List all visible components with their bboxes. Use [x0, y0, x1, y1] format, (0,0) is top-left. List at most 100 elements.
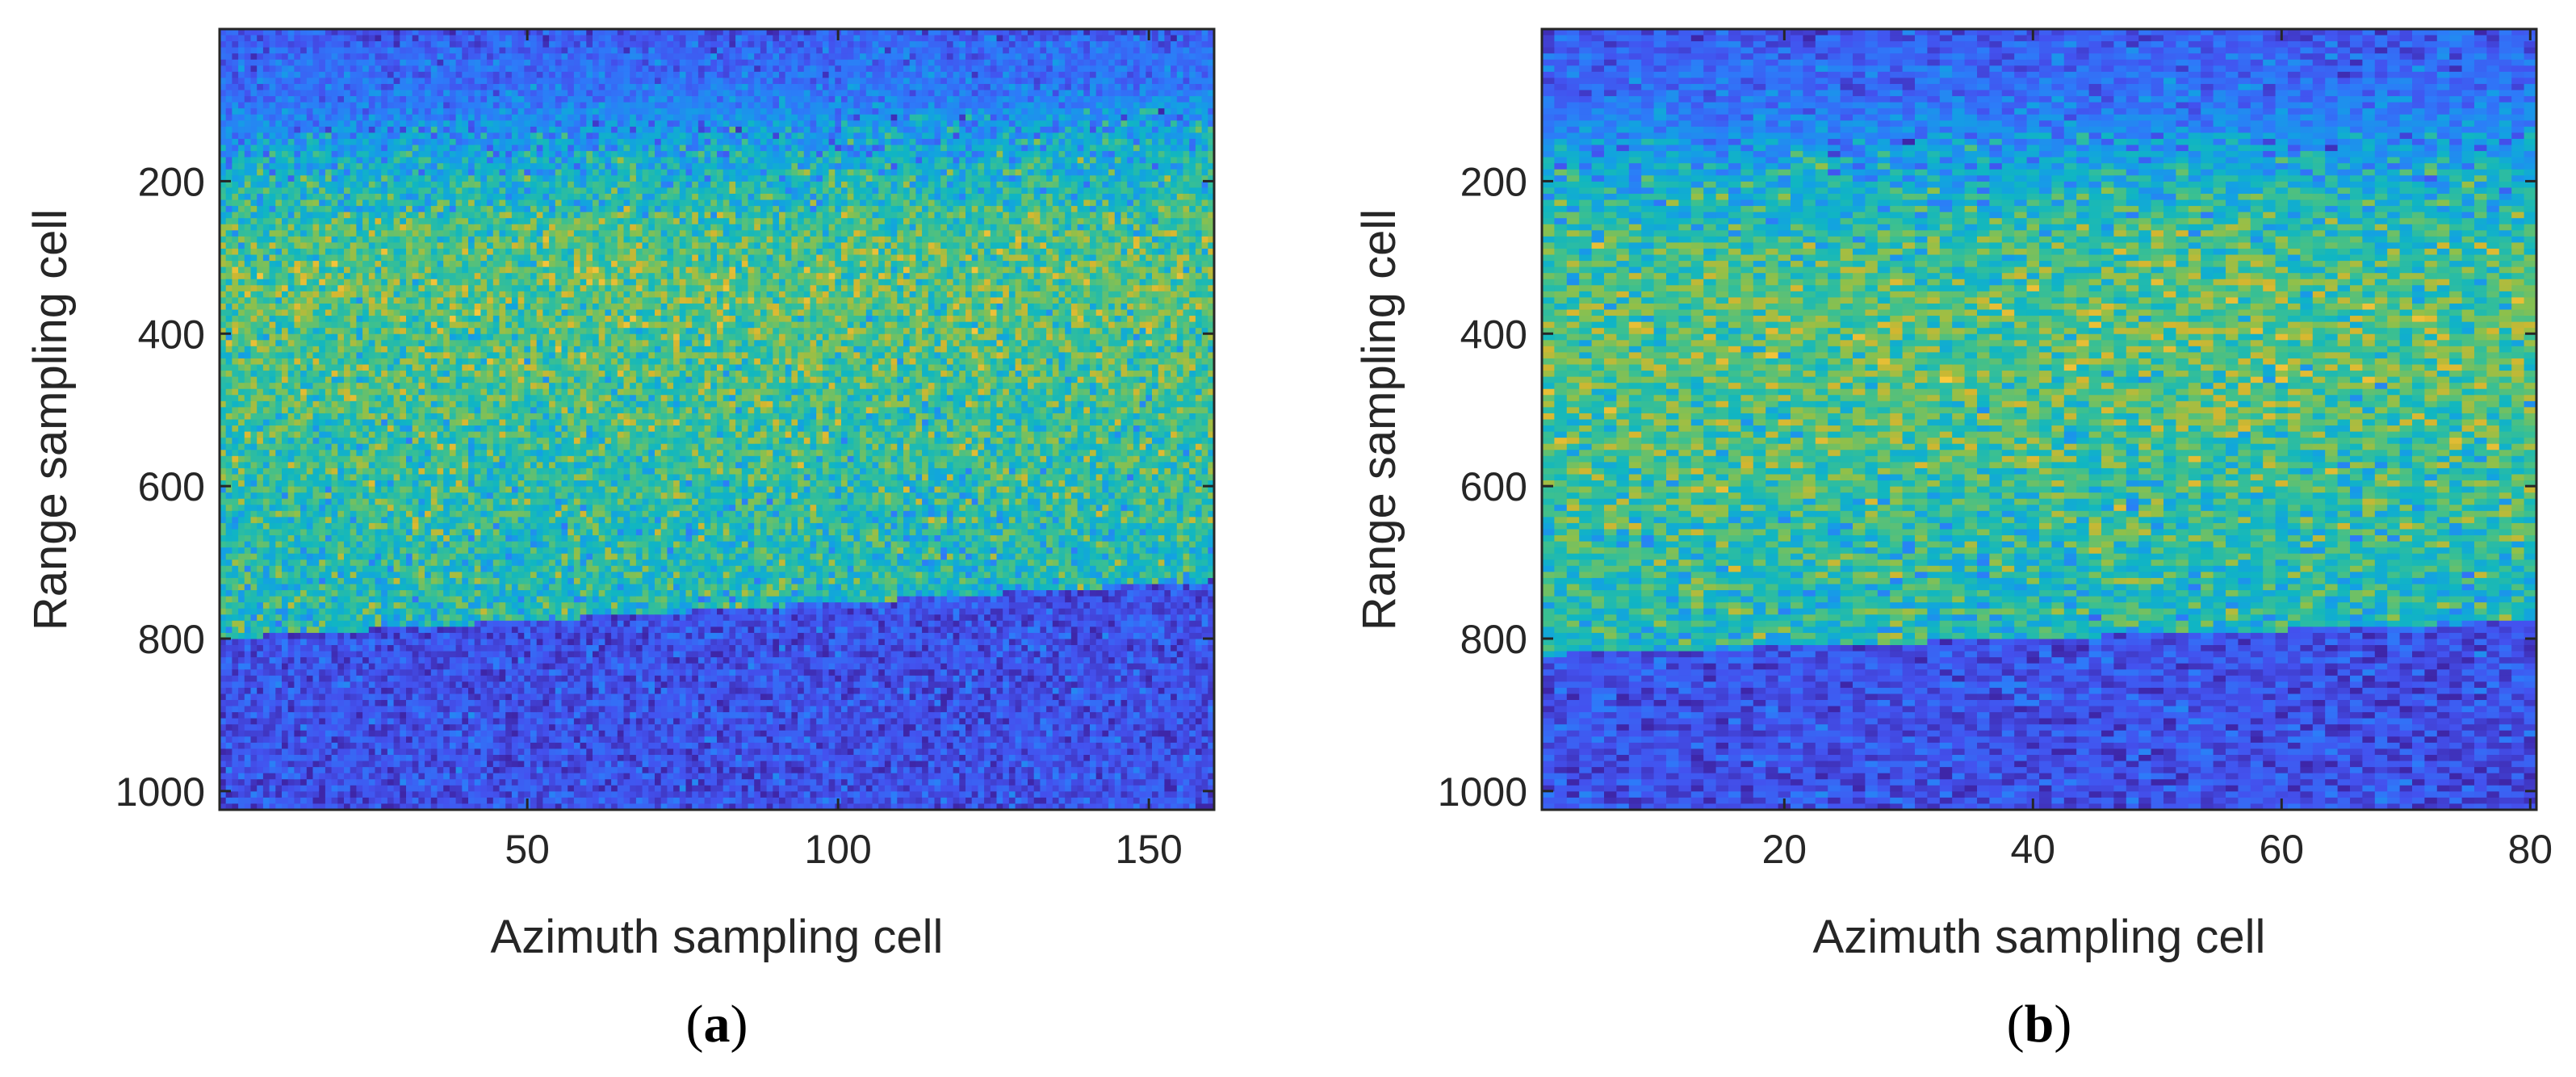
heatmap-cell: [288, 681, 295, 688]
heatmap-cell: [251, 535, 258, 542]
heatmap-cell: [294, 432, 300, 438]
heatmap-cell: [226, 41, 232, 48]
heatmap-cell: [232, 151, 238, 157]
heatmap-cell: [275, 65, 282, 72]
heatmap-cell: [251, 694, 258, 700]
heatmap-cell: [238, 798, 245, 804]
heatmap-cell: [251, 572, 258, 578]
heatmap-cell: [275, 492, 282, 499]
heatmap-cell: [275, 523, 282, 530]
heatmap-cell: [226, 627, 232, 633]
heatmap-cell: [257, 163, 263, 170]
heatmap-cell: [294, 554, 300, 560]
heatmap-cell: [232, 358, 238, 365]
heatmap-cell: [226, 65, 232, 72]
heatmap-cell: [257, 767, 263, 773]
heatmap-cell: [251, 267, 258, 274]
heatmap-cell: [282, 523, 288, 530]
heatmap-cell: [245, 657, 251, 664]
heatmap-cell: [282, 724, 288, 731]
heatmap-cell: [288, 499, 295, 505]
heatmap-cell: [300, 609, 307, 615]
heatmap-cell: [226, 420, 232, 426]
heatmap-cell: [300, 72, 307, 78]
heatmap-cell: [238, 78, 245, 84]
heatmap-cell: [282, 779, 288, 786]
heatmap-cell: [288, 645, 295, 652]
heatmap-cell: [263, 108, 270, 115]
heatmap-cell: [288, 108, 295, 115]
heatmap-cell: [270, 505, 276, 511]
heatmap-cell: [232, 468, 238, 475]
heatmap-cell: [245, 352, 251, 358]
heatmap-cell: [238, 480, 245, 487]
heatmap-cell: [238, 736, 245, 743]
heatmap-cell: [238, 621, 245, 627]
heatmap-cell: [245, 639, 251, 645]
heatmap-cell: [300, 237, 307, 243]
heatmap-cell: [251, 761, 258, 768]
heatmap-cell: [257, 249, 263, 255]
heatmap-cell: [238, 120, 245, 127]
heatmap-cell: [275, 474, 282, 480]
heatmap-cell: [294, 614, 300, 621]
heatmap-cell: [257, 334, 263, 341]
heatmap-cell: [270, 273, 276, 279]
heatmap-cell: [300, 511, 307, 518]
heatmap-cell: [238, 279, 245, 286]
heatmap-cell: [251, 96, 258, 103]
heatmap-cell: [238, 517, 245, 523]
heatmap-cell: [245, 621, 251, 627]
heatmap-cell: [251, 401, 258, 408]
heatmap-cell: [257, 468, 263, 475]
heatmap-cell: [251, 90, 258, 97]
heatmap-cell: [300, 65, 307, 72]
heatmap-cell: [232, 474, 238, 480]
heatmap-cell: [263, 791, 270, 798]
heatmap-cell: [245, 151, 251, 157]
heatmap-cell: [282, 175, 288, 182]
heatmap-cell: [275, 584, 282, 590]
heatmap-cell: [263, 48, 270, 54]
heatmap-cell: [282, 748, 288, 755]
heatmap-cell: [238, 237, 245, 243]
heatmap-cell: [300, 468, 307, 475]
heatmap-cell: [257, 542, 263, 548]
heatmap-cell: [275, 597, 282, 603]
heatmap-cell: [288, 334, 295, 341]
heatmap-cell: [232, 444, 238, 450]
heatmap-cell: [294, 761, 300, 768]
heatmap-cell: [282, 633, 288, 639]
heatmap-cell: [294, 358, 300, 365]
heatmap-cell: [294, 285, 300, 291]
heatmap-cell: [245, 676, 251, 682]
heatmap-cell: [251, 334, 258, 341]
heatmap-cell: [238, 645, 245, 652]
heatmap-cell: [238, 310, 245, 316]
heatmap-cell: [294, 334, 300, 341]
heatmap-cell: [251, 590, 258, 597]
heatmap-cell: [257, 255, 263, 262]
heatmap-cell: [270, 523, 276, 530]
heatmap-cell: [294, 425, 300, 432]
heatmap-cell: [238, 767, 245, 773]
heatmap-cell: [251, 340, 258, 346]
heatmap-cell: [288, 212, 295, 219]
heatmap-cell: [275, 425, 282, 432]
heatmap-cell: [263, 365, 270, 371]
heatmap-cell: [232, 383, 238, 389]
heatmap-cell: [245, 163, 251, 170]
heatmap-cell: [245, 170, 251, 176]
heatmap-cell: [232, 291, 238, 298]
heatmap-cell: [300, 542, 307, 548]
heatmap-cell: [282, 499, 288, 505]
heatmap-cell: [226, 279, 232, 286]
heatmap-cell: [251, 450, 258, 456]
heatmap-cell: [238, 170, 245, 176]
heatmap-cell: [263, 597, 270, 603]
heatmap-cell: [263, 559, 270, 566]
heatmap-cell: [251, 212, 258, 219]
heatmap-cell: [294, 767, 300, 773]
heatmap-cell: [245, 340, 251, 346]
heatmap-cell: [300, 505, 307, 511]
